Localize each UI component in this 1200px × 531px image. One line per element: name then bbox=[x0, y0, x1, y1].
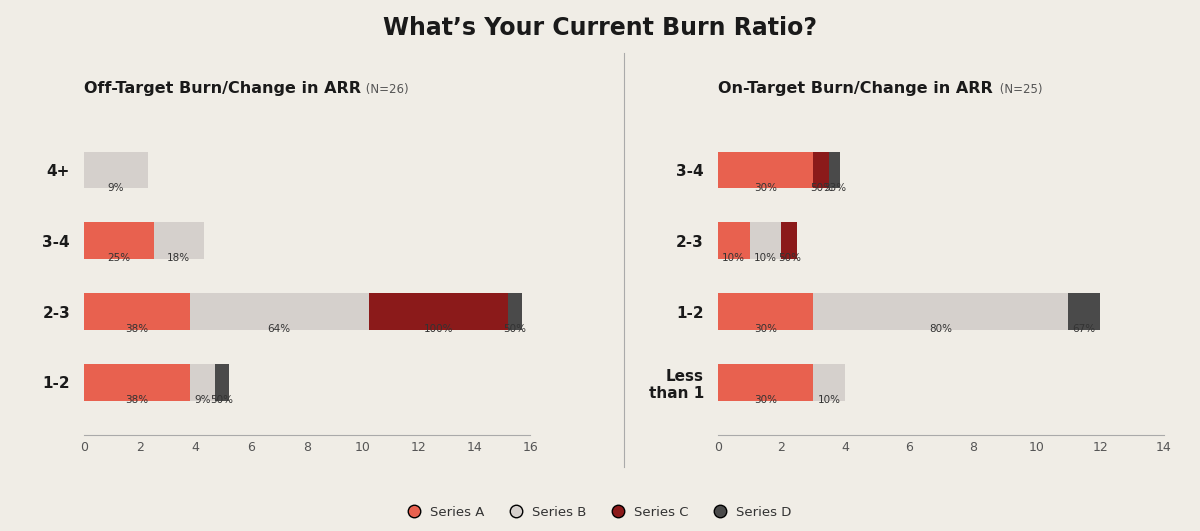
Text: 64%: 64% bbox=[268, 324, 290, 334]
Text: 50%: 50% bbox=[778, 253, 800, 263]
Text: Off-Target Burn/Change in ARR: Off-Target Burn/Change in ARR bbox=[84, 81, 361, 96]
Text: 30%: 30% bbox=[754, 183, 778, 193]
Text: What’s Your Current Burn Ratio?: What’s Your Current Burn Ratio? bbox=[383, 16, 817, 40]
Text: 80%: 80% bbox=[929, 324, 953, 334]
Bar bbox=[84, 151, 148, 189]
Bar bbox=[154, 222, 204, 259]
Bar bbox=[84, 293, 190, 330]
Bar bbox=[814, 151, 829, 189]
Text: 9%: 9% bbox=[194, 395, 211, 405]
Text: 30%: 30% bbox=[754, 395, 778, 405]
Text: 50%: 50% bbox=[210, 395, 234, 405]
Bar bbox=[1068, 293, 1100, 330]
Bar bbox=[814, 293, 1068, 330]
Bar bbox=[718, 222, 750, 259]
Text: 50%: 50% bbox=[810, 183, 833, 193]
Bar bbox=[814, 364, 845, 401]
Text: 30%: 30% bbox=[754, 324, 778, 334]
Text: 67%: 67% bbox=[1073, 324, 1096, 334]
Text: On-Target Burn/Change in ARR: On-Target Burn/Change in ARR bbox=[718, 81, 992, 96]
Text: 33%: 33% bbox=[823, 183, 846, 193]
Text: 100%: 100% bbox=[424, 324, 452, 334]
Text: (N=25): (N=25) bbox=[996, 83, 1043, 96]
Legend: Series A, Series B, Series C, Series D: Series A, Series B, Series C, Series D bbox=[403, 500, 797, 525]
Text: 10%: 10% bbox=[817, 395, 841, 405]
Text: 18%: 18% bbox=[167, 253, 191, 263]
Text: 38%: 38% bbox=[126, 324, 149, 334]
Text: (N=26): (N=26) bbox=[362, 83, 409, 96]
Bar bbox=[718, 151, 814, 189]
Bar bbox=[718, 293, 814, 330]
Text: 10%: 10% bbox=[722, 253, 745, 263]
Bar bbox=[368, 293, 508, 330]
Bar bbox=[84, 222, 154, 259]
Bar bbox=[718, 364, 814, 401]
Bar bbox=[508, 293, 522, 330]
Text: 50%: 50% bbox=[504, 324, 527, 334]
Text: 10%: 10% bbox=[754, 253, 778, 263]
Bar bbox=[190, 293, 368, 330]
Bar bbox=[190, 364, 215, 401]
Bar bbox=[781, 222, 798, 259]
Text: 38%: 38% bbox=[126, 395, 149, 405]
Bar bbox=[829, 151, 840, 189]
Bar bbox=[84, 364, 190, 401]
Bar bbox=[750, 222, 781, 259]
Text: 25%: 25% bbox=[107, 253, 131, 263]
Bar bbox=[215, 364, 229, 401]
Text: 9%: 9% bbox=[108, 183, 125, 193]
